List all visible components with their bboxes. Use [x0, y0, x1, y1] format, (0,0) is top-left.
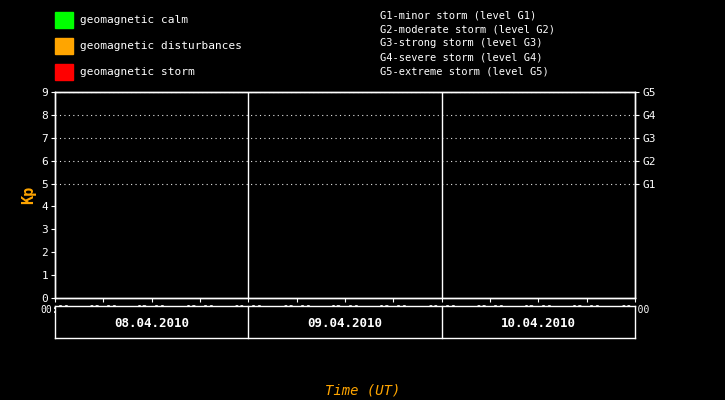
Text: G1-minor storm (level G1): G1-minor storm (level G1): [380, 10, 536, 20]
Text: geomagnetic storm: geomagnetic storm: [80, 67, 195, 77]
Text: G5-extreme storm (level G5): G5-extreme storm (level G5): [380, 66, 549, 76]
Text: geomagnetic disturbances: geomagnetic disturbances: [80, 41, 242, 51]
Text: 08.04.2010: 08.04.2010: [115, 317, 189, 330]
Y-axis label: Kp: Kp: [21, 186, 36, 204]
Text: G3-strong storm (level G3): G3-strong storm (level G3): [380, 38, 542, 48]
Text: 09.04.2010: 09.04.2010: [307, 317, 383, 330]
Text: Time (UT): Time (UT): [325, 383, 400, 397]
Text: G2-moderate storm (level G2): G2-moderate storm (level G2): [380, 24, 555, 34]
Text: geomagnetic calm: geomagnetic calm: [80, 15, 188, 25]
Text: G4-severe storm (level G4): G4-severe storm (level G4): [380, 52, 542, 62]
Text: 10.04.2010: 10.04.2010: [501, 317, 576, 330]
